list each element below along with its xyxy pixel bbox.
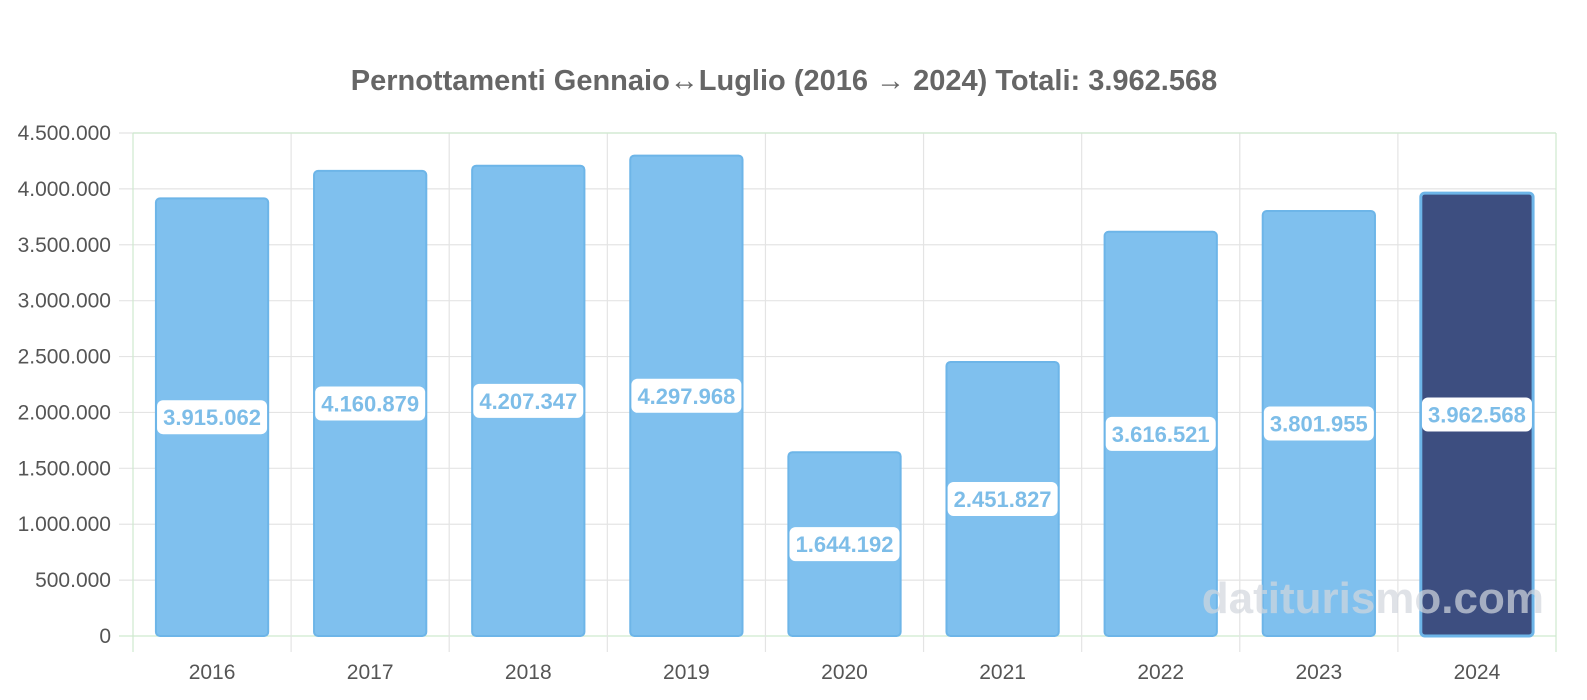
y-tick-label: 4.000.000 [18,178,111,201]
data-label: 4.297.968 [637,384,735,409]
data-label: 2.451.827 [954,487,1052,512]
x-tick-label: 2018 [505,661,552,684]
data-label: 1.644.192 [796,532,894,557]
data-label: 3.915.062 [163,405,261,430]
y-tick-label: 0 [99,625,111,648]
chart-title: Pernottamenti Gennaio↔Luglio (2016 → 202… [351,65,1218,97]
data-labels: 3.915.062 4.160.879 4.207.347 4.297.968 1.64… [157,378,1532,562]
data-label-box [947,481,1058,516]
data-label-box [1105,416,1216,451]
x-tick-label: 2020 [821,661,868,684]
x-tick-label: 2023 [1295,661,1342,684]
x-tick-label: 2017 [347,661,394,684]
y-tick-label: 3.500.000 [18,234,111,257]
y-tick-label: 1.000.000 [18,513,111,536]
data-label-box [473,383,584,418]
x-tick-label: 2022 [1137,661,1184,684]
data-label-box [631,378,742,413]
data-label: 3.962.568 [1428,403,1526,428]
data-label: 4.207.347 [479,389,577,414]
x-axis-ticks: 2016 2017 2018 2019 2020 2021 2022 2023 2024 [189,661,1501,684]
data-label-box [1263,406,1374,441]
data-label: 4.160.879 [321,391,419,416]
y-tick-label: 1.500.000 [18,457,111,480]
data-label: 3.801.955 [1270,412,1368,437]
x-tick-label: 2019 [663,661,710,684]
x-tick-label: 2024 [1454,661,1501,684]
y-axis-ticks: 0 500.000 1.000.000 1.500.000 2.000.000 2.500… [18,122,111,648]
y-tick-label: 3.000.000 [18,290,111,313]
y-tick-label: 500.000 [35,569,111,592]
y-tick-label: 2.500.000 [18,346,111,369]
x-tick-label: 2021 [979,661,1026,684]
data-label-box [315,386,426,421]
y-tick-label: 4.500.000 [18,122,111,145]
x-tick-label: 2016 [189,661,236,684]
y-tick-label: 2.000.000 [18,401,111,424]
data-label-box [1421,397,1532,432]
data-label: 3.616.521 [1112,422,1210,447]
data-label-box [789,527,900,562]
data-label-box [157,400,268,435]
watermark: datiturismo.com [1202,574,1544,623]
